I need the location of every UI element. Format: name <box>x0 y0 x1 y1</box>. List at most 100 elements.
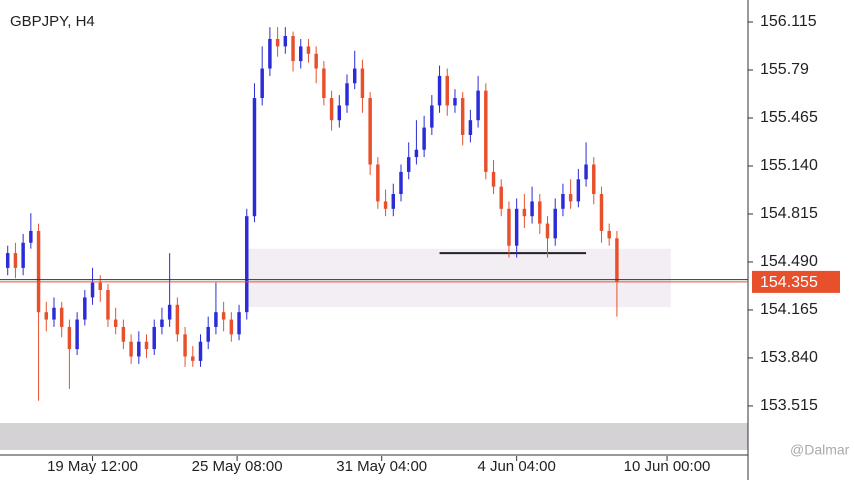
candle-body <box>592 164 596 195</box>
candle-body <box>399 171 403 195</box>
candle-body <box>545 223 550 239</box>
candle-body <box>90 282 95 298</box>
x-tick-label: 31 May 04:00 <box>336 458 427 475</box>
watermark: @Dalmar <box>790 442 850 458</box>
candle-body <box>553 208 557 239</box>
candle-body <box>383 201 388 209</box>
candle-body <box>160 319 164 327</box>
candle-body <box>538 201 542 224</box>
candle-body <box>499 186 503 209</box>
candle-body <box>144 341 149 350</box>
candle-body <box>430 105 434 128</box>
y-tick-label: 156.115 <box>760 13 817 30</box>
candle-body <box>67 326 72 350</box>
candle-body <box>129 341 133 357</box>
y-tick-label: 155.140 <box>760 157 818 174</box>
candle-body <box>352 68 357 84</box>
candle-body <box>59 307 64 327</box>
candle-body <box>561 194 565 209</box>
candle-body <box>175 304 180 335</box>
candle-body <box>360 68 365 99</box>
candle-body <box>214 312 218 327</box>
x-tick-label: 19 May 12:00 <box>47 458 138 475</box>
candle-body <box>337 105 342 121</box>
candle-body <box>453 98 457 106</box>
candle-body <box>491 171 496 187</box>
candle-body <box>522 208 527 217</box>
candle-body <box>275 38 280 47</box>
chart-title: GBPJPY, H4 <box>10 13 95 30</box>
x-tick-label: 4 Jun 04:00 <box>477 458 555 475</box>
candle-body <box>191 356 195 361</box>
candle-body <box>368 98 372 165</box>
candle-body <box>437 75 442 106</box>
candle-body <box>599 194 604 231</box>
candle-body <box>414 149 419 158</box>
candle-body <box>314 53 318 69</box>
candle-body <box>44 312 49 320</box>
candle-body <box>98 282 102 291</box>
candle-body <box>468 120 473 135</box>
x-tick-label: 25 May 08:00 <box>192 458 283 475</box>
candle-body <box>514 208 519 246</box>
candle-body <box>306 46 311 54</box>
candle-body <box>137 341 141 357</box>
candle-body <box>252 98 257 217</box>
candle-body <box>329 98 334 121</box>
candle-body <box>36 230 41 313</box>
candle-body <box>198 341 203 361</box>
candle-body <box>445 75 449 106</box>
y-tick-label: 155.79 <box>760 61 809 78</box>
x-tick-label: 10 Jun 00:00 <box>624 458 711 475</box>
candle-body <box>568 194 573 202</box>
candle-body <box>376 164 380 202</box>
price-label: 154.355 <box>760 274 818 291</box>
candle-body <box>530 201 534 217</box>
candle-body <box>484 90 488 172</box>
y-tick-label: 154.165 <box>760 301 818 318</box>
candle-body <box>607 230 611 239</box>
candle-body <box>29 230 33 243</box>
price-label-box <box>752 270 840 293</box>
candle-body <box>245 216 249 313</box>
candle-body <box>121 326 126 342</box>
footer-band <box>0 423 748 450</box>
candle-body <box>13 253 18 268</box>
candle-body <box>260 68 264 99</box>
y-tick-label: 153.840 <box>760 349 818 366</box>
candle-body <box>83 297 87 320</box>
candle-body <box>75 319 79 350</box>
zone <box>246 248 671 308</box>
candle-body <box>322 68 326 99</box>
candle-body <box>113 319 118 327</box>
candle-body <box>106 290 110 320</box>
candle-body <box>291 36 295 62</box>
candle-body <box>167 304 172 320</box>
candle-body <box>507 208 511 246</box>
candle-body <box>52 307 56 320</box>
candle-body <box>615 238 619 282</box>
candle-body <box>268 38 272 69</box>
candle-body <box>460 98 465 135</box>
candle-body <box>422 127 426 150</box>
y-tick-label: 153.515 <box>760 397 818 414</box>
candle-body <box>299 46 303 62</box>
candle-body <box>576 179 581 202</box>
y-tick-label: 154.490 <box>760 253 818 270</box>
candle-body <box>391 194 396 209</box>
candle-body <box>221 312 226 320</box>
candle-body <box>406 157 411 172</box>
candle-body <box>206 326 210 342</box>
candle-body <box>476 90 480 121</box>
candle-body <box>229 319 234 335</box>
y-tick-label: 155.465 <box>760 109 818 126</box>
candle-body <box>21 242 25 268</box>
candle-body <box>584 164 588 180</box>
candle-body <box>345 83 349 106</box>
candle-body <box>283 36 288 47</box>
y-tick-label: 154.815 <box>760 205 818 222</box>
candle-body <box>152 326 156 350</box>
candle-body <box>183 334 187 357</box>
candle-body <box>5 253 10 268</box>
